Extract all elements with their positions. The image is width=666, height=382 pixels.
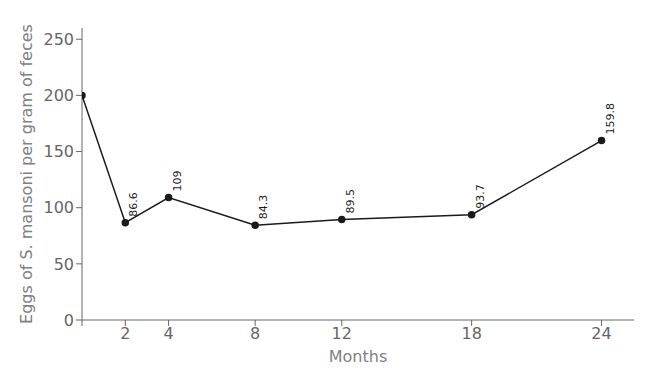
svg-text:100: 100 <box>43 198 74 217</box>
svg-text:2: 2 <box>120 324 130 343</box>
svg-text:24: 24 <box>591 324 611 343</box>
svg-text:8: 8 <box>250 324 260 343</box>
svg-text:4: 4 <box>163 324 173 343</box>
svg-text:Months: Months <box>329 347 387 366</box>
svg-text:93.7: 93.7 <box>474 184 487 209</box>
svg-text:159.8: 159.8 <box>604 103 617 135</box>
svg-text:18: 18 <box>461 324 481 343</box>
svg-text:86.6: 86.6 <box>127 192 140 217</box>
svg-text:84.3: 84.3 <box>257 195 270 220</box>
svg-text:89.5: 89.5 <box>344 189 357 214</box>
svg-text:250: 250 <box>43 30 74 49</box>
svg-text:Eggs of S. mansoni per gram of: Eggs of S. mansoni per gram of feces <box>17 24 36 324</box>
svg-text:12: 12 <box>332 324 352 343</box>
svg-text:50: 50 <box>54 255 74 274</box>
svg-text:109: 109 <box>171 171 184 192</box>
svg-text:200: 200 <box>43 86 74 105</box>
svg-text:0: 0 <box>64 311 74 330</box>
svg-text:150: 150 <box>43 142 74 161</box>
